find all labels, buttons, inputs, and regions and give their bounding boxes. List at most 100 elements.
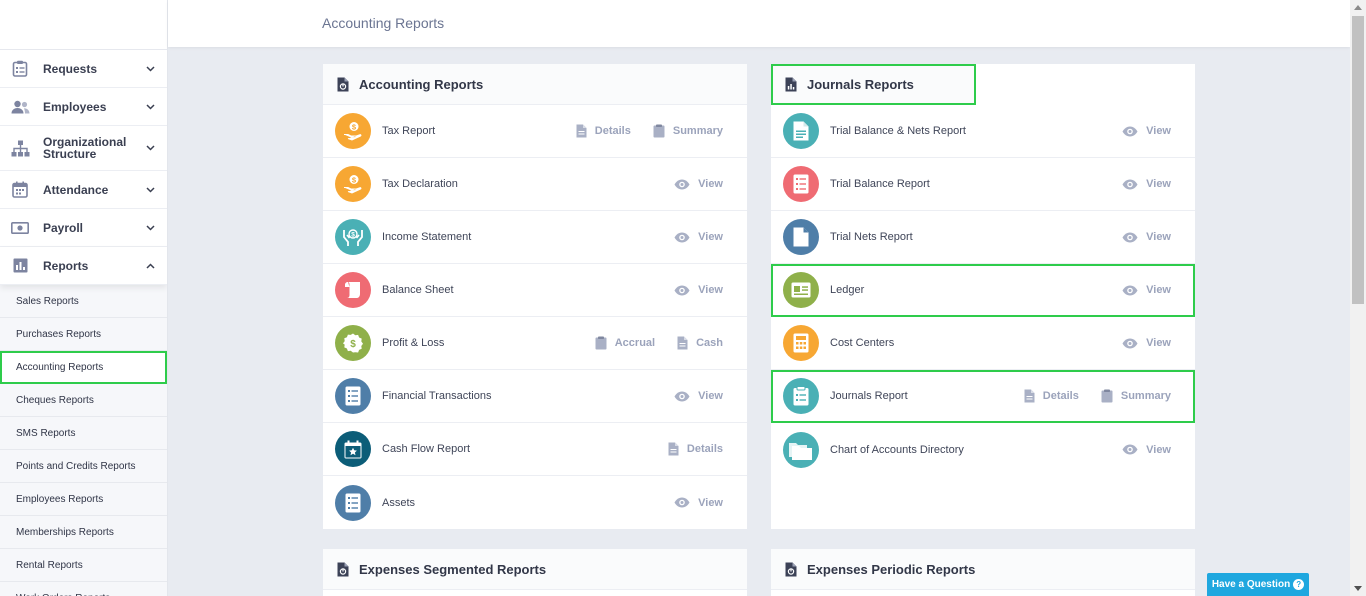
action-label: Accrual	[614, 337, 656, 349]
expenses-segmented-card: Expenses Segmented Reports	[323, 549, 747, 596]
page-header: Accounting Reports	[168, 0, 1350, 47]
report-name[interactable]: Balance Sheet	[382, 284, 454, 296]
eye-icon	[1122, 126, 1138, 137]
scroll-down-arrow-icon[interactable]	[1354, 586, 1362, 591]
action-label: View	[698, 178, 723, 190]
report-row-cost-centers[interactable]: Cost Centers View	[771, 317, 1195, 370]
card-header: Expenses Periodic Reports	[771, 549, 1195, 590]
report-name[interactable]: Trial Nets Report	[830, 231, 913, 243]
sidebar-subitem-accounting-reports[interactable]: Accounting Reports	[0, 351, 167, 384]
sidebar-item-employees[interactable]: Employees	[0, 88, 167, 126]
sidebar-subitem-points-credits-reports[interactable]: Points and Credits Reports	[0, 450, 167, 483]
view-link[interactable]: View	[674, 178, 723, 190]
have-a-question-button[interactable]: Have a Question ?	[1207, 573, 1309, 596]
question-icon: ?	[1293, 579, 1305, 590]
report-row-trial-balance-report[interactable]: Trial Balance Report View	[771, 158, 1195, 211]
view-link[interactable]: View	[1122, 125, 1171, 137]
view-link[interactable]: View	[1122, 337, 1171, 349]
report-name[interactable]: Cash Flow Report	[382, 443, 471, 455]
report-name[interactable]: Profit & Loss	[382, 337, 445, 349]
report-name[interactable]: Chart of Accounts Directory	[830, 443, 964, 456]
sidebar-item-label: Requests	[43, 61, 98, 76]
view-link[interactable]: View	[674, 390, 723, 402]
action-label: Details	[686, 443, 723, 455]
sidebar-subitem-employees-reports[interactable]: Employees Reports	[0, 483, 167, 516]
summary-link[interactable]: Summary	[653, 124, 723, 138]
report-name[interactable]: Income Statement	[382, 231, 472, 243]
report-actions: View	[1122, 337, 1171, 349]
details-link[interactable]: Details	[576, 124, 631, 138]
report-name[interactable]: Journals Report	[830, 390, 908, 402]
view-link[interactable]: View	[674, 231, 723, 243]
dollar-hand-icon: $	[335, 166, 371, 202]
accrual-link[interactable]: Accrual	[595, 336, 655, 350]
summary-link[interactable]: Summary	[1101, 389, 1171, 403]
report-row-cash-flow-report[interactable]: Cash Flow Report Details	[323, 423, 747, 476]
clipboard-icon	[653, 124, 665, 138]
report-name[interactable]: Trial Balance Report	[830, 178, 930, 190]
expenses-periodic-card: Expenses Periodic Reports	[771, 549, 1195, 596]
report-actions: Details Summary	[1024, 389, 1171, 403]
report-actions: View	[674, 284, 723, 296]
action-label: View	[698, 390, 723, 402]
action-label: View	[1146, 443, 1171, 456]
view-link[interactable]: View	[674, 284, 723, 296]
sidebar-subitem-sales-reports[interactable]: Sales Reports	[0, 285, 167, 318]
report-row-profit-loss[interactable]: $ Profit & Loss Accrual Cash	[323, 317, 747, 370]
report-row-journals-report[interactable]: Journals Report Details Summary	[771, 370, 1195, 423]
view-link[interactable]: View	[1122, 284, 1171, 296]
report-row-ledger[interactable]: Ledger View	[771, 264, 1195, 317]
hands-dollar-icon: $	[335, 219, 371, 255]
view-link[interactable]: View	[1122, 444, 1171, 456]
report-name[interactable]: Cost Centers	[830, 337, 895, 349]
report-row-chart-of-accounts-directory[interactable]: Chart of Accounts Directory View	[771, 423, 1195, 476]
sidebar-item-organizational-structure[interactable]: Organizational Structure	[0, 126, 167, 171]
sidebar-item-requests[interactable]: Requests	[0, 50, 167, 88]
report-actions: View	[1122, 284, 1171, 296]
report-name[interactable]: Tax Report	[382, 125, 436, 137]
report-name[interactable]: Ledger	[830, 284, 865, 296]
report-file-icon	[785, 561, 799, 577]
report-name[interactable]: Assets	[382, 496, 416, 509]
details-link[interactable]: Details	[668, 442, 723, 456]
report-row-trial-balance-nets-report[interactable]: Trial Balance & Nets Report View	[771, 105, 1195, 158]
view-link[interactable]: View	[1122, 178, 1171, 190]
eye-icon	[1122, 444, 1138, 455]
card-header: Expenses Segmented Reports	[323, 549, 747, 590]
report-row-income-statement[interactable]: $ Income Statement View	[323, 211, 747, 264]
sidebar-subitem-rental-reports[interactable]: Rental Reports	[0, 549, 167, 582]
sidebar-subitem-purchases-reports[interactable]: Purchases Reports	[0, 318, 167, 351]
sidebar-item-label: Payroll	[43, 220, 84, 235]
action-label: View	[1146, 284, 1171, 296]
page-scrollbar[interactable]	[1350, 0, 1366, 596]
sidebar-subitem-memberships-reports[interactable]: Memberships Reports	[0, 516, 167, 549]
eye-icon	[1122, 179, 1138, 190]
sidebar-subitem-work-orders-reports[interactable]: Work Orders Reports	[0, 582, 167, 596]
report-row-balance-sheet[interactable]: Balance Sheet View	[323, 264, 747, 317]
sidebar-item-attendance[interactable]: Attendance	[0, 171, 167, 209]
view-link[interactable]: View	[1122, 231, 1171, 243]
sidebar-item-payroll[interactable]: Payroll	[0, 209, 167, 247]
clipboard-list-icon	[783, 378, 819, 414]
report-name[interactable]: Financial Transactions	[382, 390, 492, 402]
report-row-tax-declaration[interactable]: $ Tax Declaration View	[323, 158, 747, 211]
card-title: Expenses Periodic Reports	[807, 561, 976, 577]
details-link[interactable]: Details	[1024, 389, 1079, 403]
eye-icon	[674, 232, 690, 243]
svg-text:$: $	[350, 339, 356, 350]
scroll-up-arrow-icon[interactable]	[1354, 5, 1362, 10]
document-icon	[783, 219, 819, 255]
cash-link[interactable]: Cash	[677, 336, 723, 350]
report-row-financial-transactions[interactable]: Financial Transactions View	[323, 370, 747, 423]
sidebar-item-reports[interactable]: Reports	[0, 247, 167, 285]
sidebar-subitem-cheques-reports[interactable]: Cheques Reports	[0, 384, 167, 417]
report-name[interactable]: Trial Balance & Nets Report	[830, 125, 966, 137]
sidebar-subitem-sms-reports[interactable]: SMS Reports	[0, 417, 167, 450]
scrollbar-thumb[interactable]	[1352, 16, 1364, 304]
sidebar-item-label: Organizational Structure	[43, 135, 127, 161]
report-row-assets[interactable]: Assets View	[323, 476, 747, 529]
report-name[interactable]: Tax Declaration	[382, 178, 458, 190]
report-row-trial-nets-report[interactable]: Trial Nets Report View	[771, 211, 1195, 264]
view-link[interactable]: View	[674, 497, 723, 509]
report-row-tax-report[interactable]: $ Tax Report Details Summary	[323, 105, 747, 158]
